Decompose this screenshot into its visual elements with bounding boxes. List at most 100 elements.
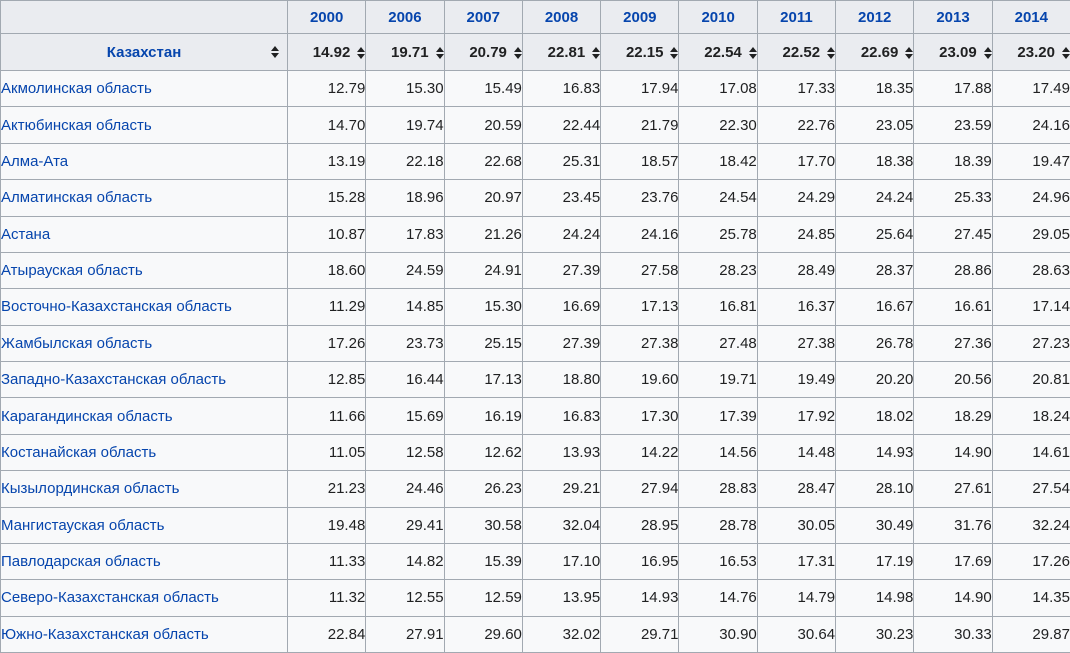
table-row: Мангистауская область 19.48 29.41 30.58 32.0… bbox=[0, 506, 1070, 544]
value-cell: 28.63 bbox=[991, 251, 1070, 290]
value-cell: 29.41 bbox=[365, 506, 445, 544]
region-link[interactable]: Актюбинская область bbox=[1, 116, 152, 134]
sort-both-icon bbox=[271, 46, 279, 58]
value-cell: 16.69 bbox=[521, 288, 602, 326]
year-header-cell: 2008 bbox=[521, 0, 602, 34]
region-link[interactable]: Атырауская область bbox=[1, 262, 143, 280]
value-cell: 29.05 bbox=[991, 215, 1070, 253]
region-link[interactable]: Алма-Ата bbox=[1, 152, 69, 170]
value-cell: 19.49 bbox=[756, 360, 837, 399]
value-cell: 14.98 bbox=[835, 579, 915, 617]
value-cell: 23.05 bbox=[835, 106, 915, 144]
region-link[interactable]: Акмолинская область bbox=[1, 80, 152, 98]
region-link[interactable]: Карагандинская область bbox=[1, 407, 173, 425]
value-cell: 17.39 bbox=[678, 397, 758, 435]
table-row: Южно-Казахстанская область 22.84 27.91 29.6… bbox=[0, 615, 1070, 653]
region-name-cell: Восточно-Казахстанская область bbox=[0, 288, 288, 326]
value-cell: 26.23 bbox=[443, 470, 523, 508]
table-row: Северо-Казахстанская область 11.32 12.55 12… bbox=[0, 579, 1070, 617]
value-cell: 12.55 bbox=[365, 579, 445, 617]
year-link[interactable]: 2014 bbox=[1014, 8, 1048, 26]
value-cell: 30.49 bbox=[835, 506, 915, 544]
sort-header-value[interactable]: 22.54 bbox=[678, 33, 758, 71]
value-cell: 17.19 bbox=[835, 542, 915, 581]
value-cell: 21.79 bbox=[600, 106, 680, 144]
year-link[interactable]: 2010 bbox=[701, 8, 735, 26]
sort-header-value[interactable]: 22.15 bbox=[600, 33, 680, 71]
value-cell: 16.61 bbox=[913, 288, 993, 326]
value-cell: 25.15 bbox=[443, 324, 523, 363]
kazakhstan-value: 14.92 bbox=[312, 43, 351, 61]
sort-both-icon bbox=[435, 46, 444, 59]
region-link[interactable]: Павлодарская область bbox=[1, 553, 161, 571]
value-cell: 17.13 bbox=[443, 360, 523, 399]
sort-header-value[interactable]: 20.79 bbox=[443, 33, 523, 71]
value-cell: 18.80 bbox=[521, 360, 602, 399]
year-link[interactable]: 2008 bbox=[544, 8, 579, 26]
value-cell: 30.33 bbox=[913, 615, 993, 653]
value-cell: 27.38 bbox=[600, 324, 680, 363]
value-cell: 27.36 bbox=[913, 324, 993, 363]
value-cell: 17.88 bbox=[913, 69, 993, 108]
year-link[interactable]: 2011 bbox=[780, 8, 813, 26]
value-cell: 22.30 bbox=[678, 106, 758, 144]
value-cell: 19.60 bbox=[600, 360, 680, 399]
value-cell: 17.10 bbox=[521, 542, 602, 581]
value-cell: 18.35 bbox=[835, 69, 915, 108]
value-cell: 12.85 bbox=[286, 360, 367, 399]
year-link[interactable]: 2012 bbox=[858, 8, 892, 26]
value-cell: 16.19 bbox=[443, 397, 523, 435]
sort-header-value[interactable]: 22.52 bbox=[756, 33, 837, 71]
year-header-cell: 2010 bbox=[678, 0, 758, 34]
value-cell: 12.79 bbox=[286, 69, 367, 108]
kazakhstan-label[interactable]: Казахстан bbox=[106, 43, 182, 61]
value-cell: 24.96 bbox=[991, 179, 1070, 217]
region-name-cell: Карагандинская область bbox=[0, 397, 288, 435]
year-link[interactable]: 2007 bbox=[466, 8, 500, 26]
sort-header-value[interactable]: 22.69 bbox=[835, 33, 915, 71]
value-cell: 12.62 bbox=[443, 433, 523, 472]
value-cell: 24.46 bbox=[365, 470, 445, 508]
year-header-cell: 2012 bbox=[835, 0, 915, 34]
value-cell: 20.56 bbox=[913, 360, 993, 399]
sort-header-value[interactable]: 23.09 bbox=[913, 33, 993, 71]
sort-header-value[interactable]: 14.92 bbox=[286, 33, 367, 71]
sort-header-kazakhstan[interactable]: Казахстан bbox=[0, 33, 288, 71]
value-cell: 27.23 bbox=[991, 324, 1070, 363]
year-link[interactable]: 2013 bbox=[936, 8, 970, 26]
value-cell: 16.37 bbox=[756, 288, 837, 326]
value-cell: 29.21 bbox=[521, 470, 602, 508]
region-link[interactable]: Кызылординская область bbox=[1, 480, 180, 498]
region-link[interactable]: Северо-Казахстанская область bbox=[1, 589, 219, 607]
year-link[interactable]: 2009 bbox=[623, 8, 657, 26]
year-link[interactable]: 2000 bbox=[309, 8, 344, 26]
year-link[interactable]: 2006 bbox=[388, 8, 422, 26]
value-cell: 30.23 bbox=[835, 615, 915, 653]
kazakhstan-value: 22.81 bbox=[547, 43, 586, 61]
value-cell: 25.78 bbox=[678, 215, 758, 253]
value-cell: 17.83 bbox=[365, 215, 445, 253]
region-link[interactable]: Астана bbox=[1, 225, 51, 243]
value-cell: 27.54 bbox=[991, 470, 1070, 508]
region-link[interactable]: Алматинская область bbox=[1, 189, 153, 207]
value-cell: 20.81 bbox=[991, 360, 1070, 399]
value-cell: 17.30 bbox=[600, 397, 680, 435]
value-cell: 24.85 bbox=[756, 215, 837, 253]
region-link[interactable]: Костанайская область bbox=[1, 443, 157, 461]
sort-header-value[interactable]: 22.81 bbox=[521, 33, 602, 71]
sort-header-value[interactable]: 23.20 bbox=[991, 33, 1070, 71]
region-link[interactable]: Восточно-Казахстанская область bbox=[1, 298, 232, 316]
region-name-cell: Алма-Ата bbox=[0, 142, 288, 181]
table-row: Атырауская область 18.60 24.59 24.91 27.39 27… bbox=[0, 251, 1070, 290]
value-cell: 30.90 bbox=[678, 615, 758, 653]
sort-header-value[interactable]: 19.71 bbox=[365, 33, 445, 71]
region-link[interactable]: Западно-Казахстанская область bbox=[1, 371, 227, 389]
region-link[interactable]: Мангистауская область bbox=[1, 516, 165, 534]
value-cell: 14.35 bbox=[991, 579, 1070, 617]
value-cell: 13.93 bbox=[521, 433, 602, 472]
value-cell: 24.16 bbox=[600, 215, 680, 253]
region-link[interactable]: Жамбылская область bbox=[1, 334, 153, 352]
region-link[interactable]: Южно-Казахстанская область bbox=[1, 625, 209, 643]
value-cell: 29.87 bbox=[991, 615, 1070, 653]
value-cell: 28.86 bbox=[913, 251, 993, 290]
